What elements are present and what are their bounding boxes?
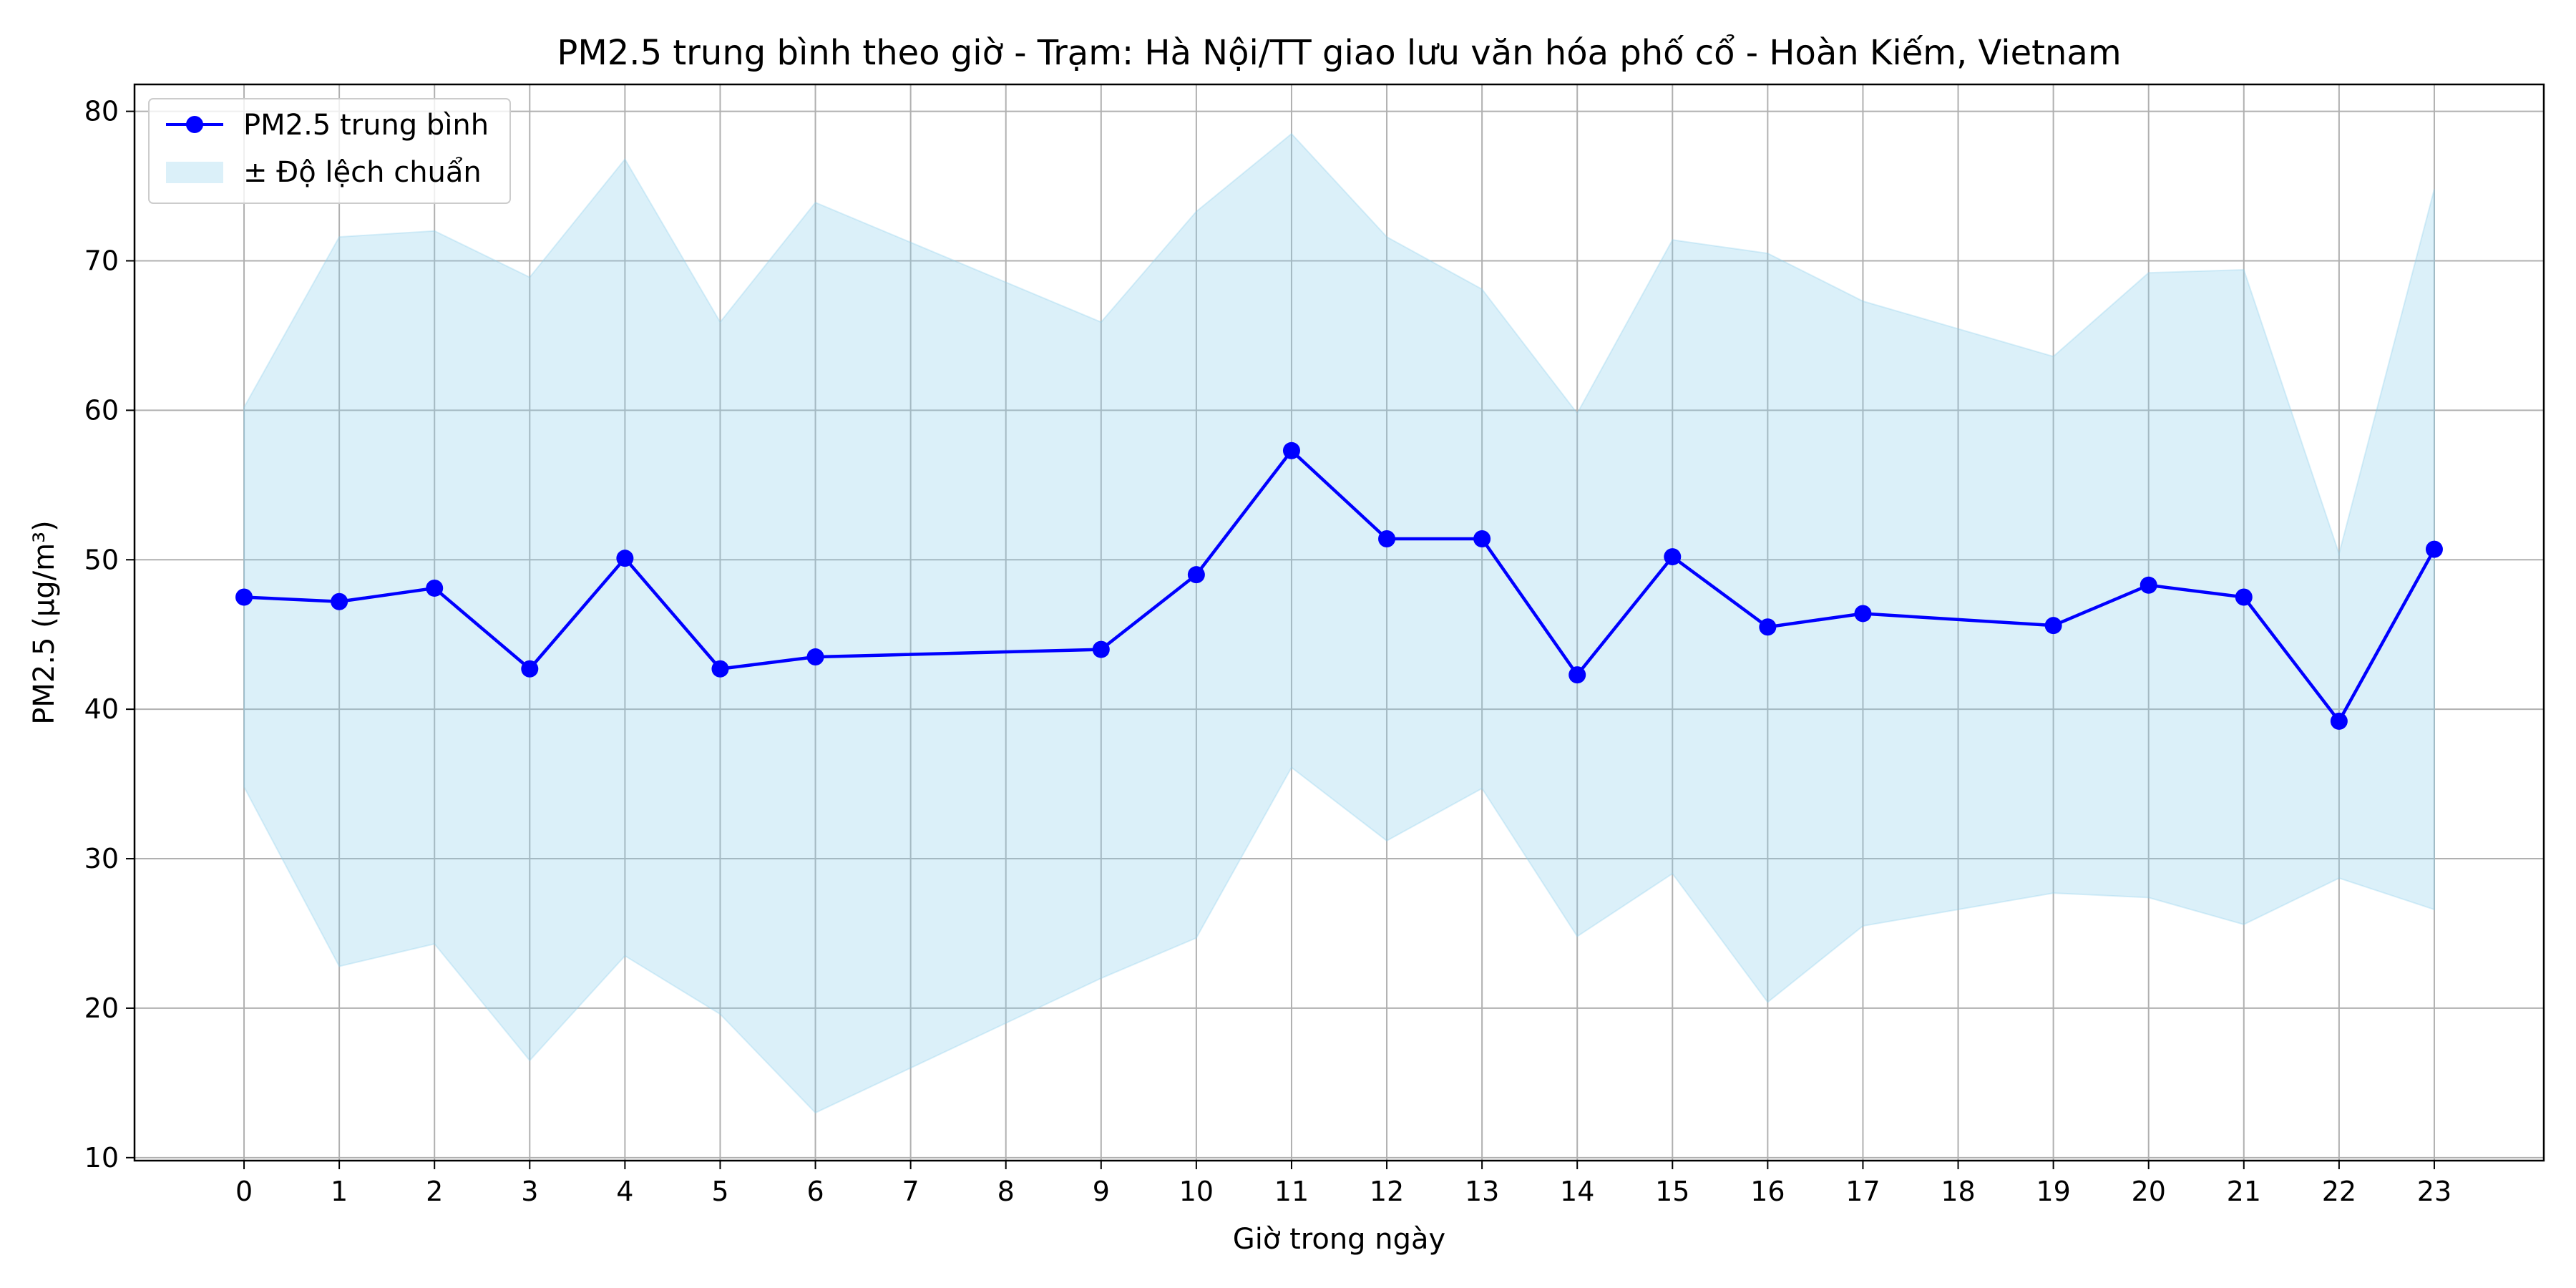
- x-tick-label: 0: [235, 1176, 253, 1207]
- x-tick-label: 21: [2227, 1176, 2261, 1207]
- y-tick-label: 80: [84, 96, 119, 127]
- x-tick-label: 15: [1655, 1176, 1689, 1207]
- std-band: [243, 132, 2435, 1114]
- legend-label-mean: PM2.5 trung bình: [243, 109, 489, 142]
- data-point-hour-13: [1473, 530, 1491, 548]
- legend-box: [148, 98, 511, 204]
- y-axis-label: PM2.5 (µg/m³): [28, 520, 61, 725]
- data-point-hour-1: [331, 592, 348, 610]
- chart-title: PM2.5 trung bình theo giờ - Trạm: Hà Nội…: [557, 33, 2121, 73]
- std-band-layer: [243, 132, 2435, 1114]
- data-point-hour-14: [1568, 666, 1586, 684]
- y-tick-label: 10: [84, 1142, 119, 1174]
- x-tick-label: 6: [806, 1176, 824, 1207]
- x-tick-label: 3: [521, 1176, 538, 1207]
- legend-label-band: ± Độ lệch chuẩn: [243, 156, 482, 189]
- x-tick-label: 19: [2036, 1176, 2070, 1207]
- data-point-hour-9: [1092, 640, 1110, 658]
- y-tick-label: 50: [84, 544, 119, 575]
- x-tick-label: 10: [1179, 1176, 1214, 1207]
- plot-frame: [133, 83, 2545, 1162]
- x-axis-label: Giờ trong ngày: [1233, 1223, 1445, 1256]
- data-point-hour-12: [1378, 530, 1396, 548]
- data-point-hour-6: [806, 648, 824, 666]
- data-point-hour-22: [2330, 712, 2348, 730]
- x-tick-label: 7: [902, 1176, 919, 1207]
- data-point-hour-17: [1854, 605, 1872, 623]
- x-tick-label: 11: [1274, 1176, 1309, 1207]
- data-point-hour-11: [1282, 441, 1300, 459]
- x-tick-label: 13: [1465, 1176, 1499, 1207]
- data-point-hour-2: [426, 579, 444, 597]
- y-tick-label: 20: [84, 992, 119, 1024]
- data-point-hour-10: [1187, 566, 1205, 584]
- data-point-hour-21: [2235, 588, 2253, 606]
- x-tick-label: 18: [1941, 1176, 1975, 1207]
- data-point-hour-16: [1759, 618, 1777, 636]
- data-point-hour-3: [521, 660, 539, 678]
- data-point-hour-19: [2044, 617, 2062, 635]
- data-point-hour-4: [616, 550, 634, 567]
- x-tick-label: 20: [2132, 1176, 2166, 1207]
- data-point-hour-23: [2425, 540, 2443, 558]
- x-tick-label: 17: [1845, 1176, 1880, 1207]
- data-point-hour-20: [2140, 576, 2157, 594]
- x-tick-label: 14: [1560, 1176, 1594, 1207]
- x-tick-label: 12: [1370, 1176, 1404, 1207]
- x-tick-label: 8: [997, 1176, 1015, 1207]
- x-tick-label: 22: [2322, 1176, 2356, 1207]
- y-tick-label: 60: [84, 394, 119, 426]
- x-tick-label: 16: [1750, 1176, 1785, 1207]
- data-point-hour-15: [1664, 548, 1682, 566]
- y-tick-label: 30: [84, 843, 119, 874]
- legend-band-swatch: [166, 162, 223, 183]
- grid-lines: [135, 84, 2544, 1161]
- data-point-hour-0: [235, 588, 253, 606]
- x-tick-label: 5: [711, 1176, 728, 1207]
- legend-marker-swatch: [186, 116, 203, 133]
- x-tick-label: 4: [616, 1176, 633, 1207]
- data-point-hour-5: [711, 660, 729, 678]
- x-tick-label: 1: [331, 1176, 348, 1207]
- legend: PM2.5 trung bình ± Độ lệch chuẩn: [148, 98, 511, 204]
- x-axis-ticks: 0 1 2 3 4 5 6 7 8 9 10 11 12 13 14 15 16 17 18 19 20 21 22 23: [235, 1161, 2451, 1207]
- mean-markers: [235, 441, 2443, 730]
- y-tick-label: 40: [84, 693, 119, 725]
- x-tick-label: 9: [1093, 1176, 1110, 1207]
- y-tick-label: 70: [84, 245, 119, 276]
- x-tick-label: 2: [426, 1176, 443, 1207]
- x-tick-label: 23: [2417, 1176, 2451, 1207]
- y-axis-ticks: 10 20 30 40 50 60 70 80: [84, 96, 135, 1174]
